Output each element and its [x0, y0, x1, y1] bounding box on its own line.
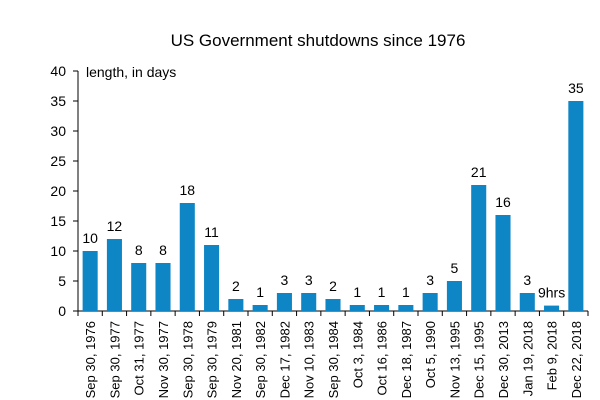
- bar: [228, 299, 244, 311]
- data-label: 1: [256, 284, 264, 300]
- y-tick-label: 15: [50, 213, 66, 229]
- chart-title: US Government shutdowns since 1976: [171, 31, 466, 50]
- category-label: Dec 17, 1982: [277, 321, 292, 398]
- category-label: Dec 15, 1995: [472, 321, 487, 398]
- data-label: 12: [107, 218, 123, 234]
- category-label: Oct 31, 1977: [132, 321, 147, 395]
- bar: [276, 293, 292, 311]
- category-label: Dec 18, 1987: [399, 321, 414, 398]
- bar: [471, 185, 487, 311]
- x-axis: [77, 310, 589, 316]
- category-label: Sep 30, 1977: [107, 321, 122, 398]
- data-label: 18: [179, 182, 195, 198]
- data-label: 5: [451, 260, 459, 276]
- category-label: Dec 30, 2013: [496, 321, 511, 398]
- data-label: 1: [353, 284, 361, 300]
- data-label: 35: [568, 80, 584, 96]
- bar: [495, 215, 511, 311]
- bars-group: [82, 101, 584, 311]
- category-label: Sep 30, 1976: [83, 321, 98, 398]
- y-axis-label: length, in days: [86, 64, 176, 80]
- bar: [544, 305, 560, 311]
- category-labels-group: Sep 30, 1976 Sep 30, 1977 Oct 31, 1977 Nov …: [83, 321, 584, 398]
- bar: [82, 251, 98, 311]
- category-label: Oct 5, 1990: [423, 321, 438, 388]
- category-label: Nov 13, 1995: [447, 321, 462, 398]
- bar: [252, 305, 268, 311]
- y-tick-label: 10: [50, 243, 66, 259]
- category-label: Sep 30, 1984: [326, 321, 341, 398]
- bar: [301, 293, 317, 311]
- bar: [568, 101, 584, 311]
- bar: [349, 305, 365, 311]
- data-label: 3: [281, 272, 289, 288]
- category-label: Nov 30, 1977: [156, 321, 171, 398]
- category-label: Nov 20, 1981: [229, 321, 244, 398]
- bar: [155, 263, 171, 311]
- bar: [204, 245, 220, 311]
- bar: [422, 293, 438, 311]
- category-label: Dec 22, 2018: [569, 321, 584, 398]
- data-label: 8: [135, 242, 143, 258]
- category-label: Sep 30, 1979: [205, 321, 220, 398]
- bar: [325, 299, 341, 311]
- y-tick-label: 35: [50, 93, 66, 109]
- category-label: Oct 3, 1984: [350, 321, 365, 388]
- category-label: Sep 30, 1982: [253, 321, 268, 398]
- data-label: 11: [204, 224, 219, 240]
- data-label: 8: [159, 242, 167, 258]
- bar: [446, 281, 462, 311]
- category-label: Nov 10, 1983: [302, 321, 317, 398]
- data-label: 3: [523, 272, 531, 288]
- bar: [106, 239, 122, 311]
- bar: [131, 263, 147, 311]
- data-label: 2: [232, 278, 240, 294]
- data-label: 21: [471, 164, 487, 180]
- category-label: Sep 30, 1978: [180, 321, 195, 398]
- y-axis: 0 5 10 15 20 25 30 35 40: [50, 63, 79, 319]
- data-label: 1: [402, 284, 410, 300]
- category-label: Jan 19, 2018: [520, 321, 535, 396]
- bar: [179, 203, 195, 311]
- data-label: 3: [305, 272, 313, 288]
- bar: [519, 293, 535, 311]
- y-tick-label: 40: [50, 63, 66, 79]
- data-label: 9hrs: [538, 285, 565, 301]
- y-tick-label: 0: [58, 303, 66, 319]
- data-label: 16: [495, 194, 511, 210]
- bar: [398, 305, 414, 311]
- y-tick-label: 25: [50, 153, 66, 169]
- data-label: 2: [329, 278, 337, 294]
- y-tick-label: 5: [58, 273, 66, 289]
- data-label: 3: [426, 272, 434, 288]
- y-tick-label: 20: [50, 183, 66, 199]
- y-tick-label: 30: [50, 123, 66, 139]
- data-label: 10: [82, 230, 98, 246]
- data-label: 1: [378, 284, 386, 300]
- bar: [374, 305, 390, 311]
- category-label: Oct 16, 1986: [375, 321, 390, 395]
- category-label: Feb 9, 2018: [545, 321, 560, 390]
